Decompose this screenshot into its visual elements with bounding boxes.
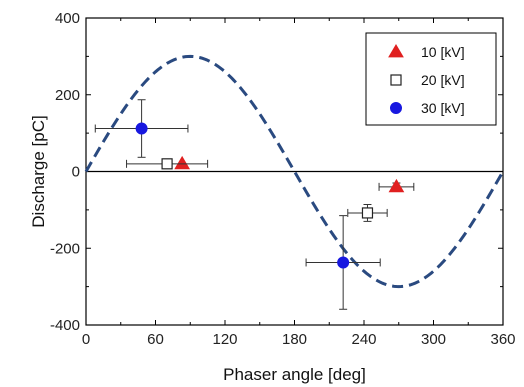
x-axis-label: Phaser angle [deg] xyxy=(223,365,366,384)
reference-curve-layer xyxy=(84,54,505,289)
reference-sine-curve xyxy=(84,54,505,289)
legend: 10 [kV] 20 [kV] 30 [kV] xyxy=(365,32,497,126)
data-point xyxy=(161,158,173,170)
data-point xyxy=(174,155,191,170)
x-tick-label: 0 xyxy=(82,331,90,348)
data-point xyxy=(388,178,405,193)
legend-label: 20 [kV] xyxy=(421,72,465,88)
y-axis-label: Discharge [pC] xyxy=(29,115,48,227)
axes: 0 60 120 180 240 300 360 -400 -200 0 200 400 Phaser … xyxy=(29,10,516,384)
y-tick-label: -200 xyxy=(50,240,80,257)
x-tick-label: 360 xyxy=(490,331,515,348)
legend-marker xyxy=(390,102,402,114)
x-tick-label: 300 xyxy=(421,331,446,348)
y-tick-label: 200 xyxy=(55,87,80,104)
y-tick-label: -400 xyxy=(50,317,80,334)
x-tick-label: 60 xyxy=(147,331,164,348)
legend-box xyxy=(365,32,497,126)
data-point xyxy=(337,256,350,269)
x-tick-label: 180 xyxy=(282,331,307,348)
x-tick-label: 120 xyxy=(212,331,237,348)
data-points-layer xyxy=(94,99,415,310)
data-point xyxy=(361,207,374,219)
y-tick-label: 400 xyxy=(55,10,80,27)
y-tick-label: 0 xyxy=(72,164,80,181)
legend-marker xyxy=(390,74,402,86)
legend-label: 10 [kV] xyxy=(421,44,465,60)
legend-marker xyxy=(388,44,404,58)
x-tick-label: 240 xyxy=(351,331,376,348)
data-point xyxy=(135,122,148,135)
legend-label: 30 [kV] xyxy=(421,100,465,116)
